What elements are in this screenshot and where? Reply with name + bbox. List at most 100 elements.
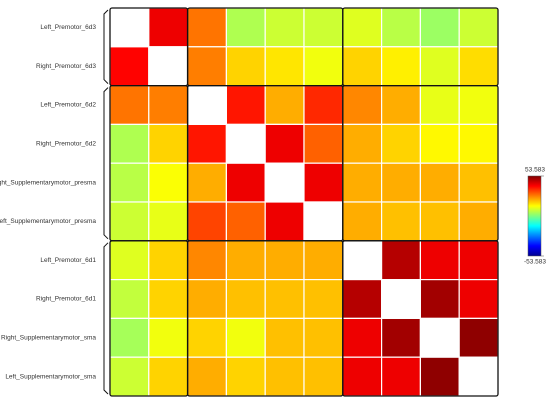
row-label: Right_Premotor_6d2	[36, 141, 96, 148]
cell	[419, 279, 460, 320]
empty-cell	[419, 317, 460, 358]
cell	[342, 162, 383, 203]
empty-cell	[264, 162, 305, 203]
cell	[458, 240, 499, 281]
cell	[187, 123, 228, 164]
cell	[419, 7, 460, 48]
cell	[148, 123, 189, 164]
group-brace	[103, 242, 109, 395]
cell	[225, 240, 266, 281]
cell	[381, 46, 422, 87]
cell	[264, 240, 305, 281]
row-label: Left_Premotor_6d1	[40, 257, 96, 264]
cell	[187, 201, 228, 242]
cell	[148, 279, 189, 320]
cell	[148, 162, 189, 203]
cell	[458, 46, 499, 87]
cell	[109, 46, 150, 87]
cell	[381, 123, 422, 164]
empty-cell	[303, 201, 344, 242]
cell	[381, 84, 422, 125]
cell	[458, 201, 499, 242]
cell	[187, 317, 228, 358]
cell	[264, 356, 305, 397]
cell	[264, 84, 305, 125]
cell	[342, 279, 383, 320]
cell	[264, 7, 305, 48]
cell	[187, 7, 228, 48]
cell	[109, 84, 150, 125]
cell	[419, 356, 460, 397]
cell	[458, 84, 499, 125]
empty-cell	[225, 123, 266, 164]
cell	[342, 201, 383, 242]
empty-cell	[187, 84, 228, 125]
cell	[225, 356, 266, 397]
cell	[342, 317, 383, 358]
cell	[225, 7, 266, 48]
cell	[225, 201, 266, 242]
row-label: Right_Premotor_6d1	[36, 296, 96, 303]
cell	[225, 46, 266, 87]
cell	[187, 356, 228, 397]
cell	[264, 123, 305, 164]
cell	[458, 123, 499, 164]
cell	[225, 279, 266, 320]
cell	[458, 279, 499, 320]
cell	[303, 240, 344, 281]
cell	[264, 279, 305, 320]
colorbar-label: 53.583	[525, 167, 545, 174]
row-label: Left_Supplementarymotor_sma	[5, 373, 96, 380]
cell	[342, 123, 383, 164]
cell	[381, 201, 422, 242]
cell	[419, 46, 460, 87]
cell	[187, 240, 228, 281]
cell	[419, 162, 460, 203]
cell	[148, 317, 189, 358]
cell	[303, 46, 344, 87]
cell	[458, 317, 499, 358]
cell	[458, 162, 499, 203]
cell	[458, 7, 499, 48]
row-label: Right_Premotor_6d3	[36, 63, 96, 70]
cell	[381, 356, 422, 397]
cell	[303, 317, 344, 358]
group-box	[342, 240, 499, 397]
empty-cell	[458, 356, 499, 397]
cell	[264, 317, 305, 358]
cell	[109, 317, 150, 358]
empty-cell	[109, 7, 150, 48]
cell	[109, 279, 150, 320]
cell	[419, 84, 460, 125]
group-brace	[103, 87, 109, 240]
cell	[148, 240, 189, 281]
cell	[187, 46, 228, 87]
cell	[342, 7, 383, 48]
cell	[419, 123, 460, 164]
cell	[303, 162, 344, 203]
cell	[109, 123, 150, 164]
cell	[419, 240, 460, 281]
cell	[109, 162, 150, 203]
empty-cell	[381, 279, 422, 320]
cell	[303, 123, 344, 164]
cell	[225, 84, 266, 125]
cell	[303, 84, 344, 125]
cell	[109, 240, 150, 281]
row-label: Left_Premotor_6d3	[40, 24, 96, 31]
cell	[264, 46, 305, 87]
row-label: Right_Supplementarymotor_sma	[1, 335, 96, 342]
cell	[381, 317, 422, 358]
cell	[303, 356, 344, 397]
cell	[148, 84, 189, 125]
cell	[225, 317, 266, 358]
cell	[303, 7, 344, 48]
cell	[109, 201, 150, 242]
cell	[381, 7, 422, 48]
cell	[148, 201, 189, 242]
group-brace	[103, 9, 109, 84]
cell	[187, 162, 228, 203]
cell	[264, 201, 305, 242]
cell	[303, 279, 344, 320]
